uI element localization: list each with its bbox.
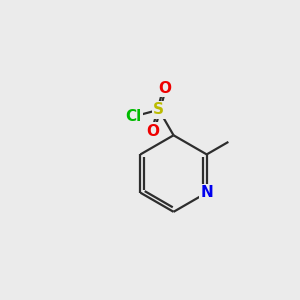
Text: S: S [153, 102, 164, 117]
Text: Cl: Cl [125, 109, 141, 124]
Text: O: O [147, 124, 160, 139]
Text: O: O [158, 81, 171, 96]
Text: N: N [200, 185, 213, 200]
